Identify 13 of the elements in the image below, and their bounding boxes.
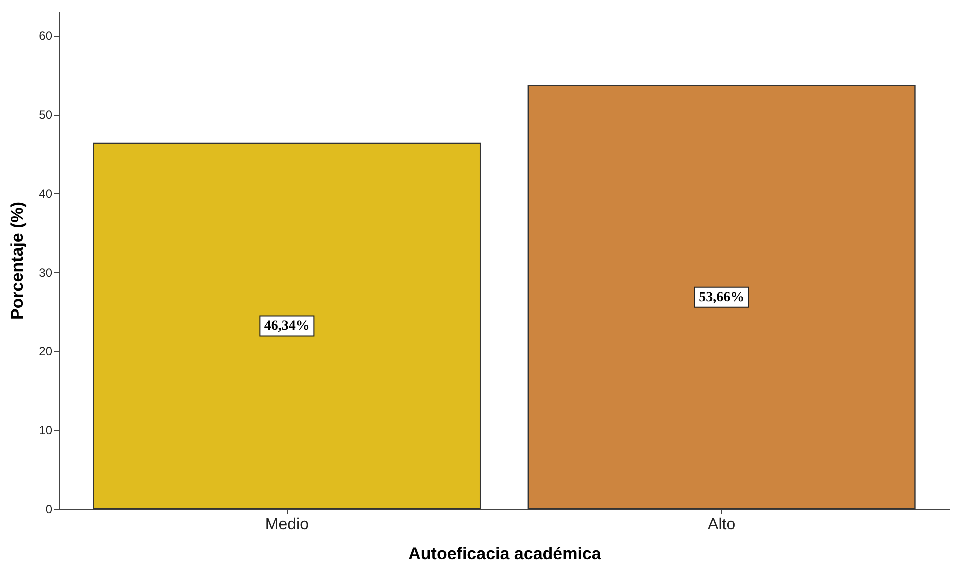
x-axis-title: Autoeficacia académica bbox=[408, 544, 602, 564]
y-tick-label: 20 bbox=[39, 344, 53, 359]
y-tick-label: 40 bbox=[39, 186, 53, 201]
x-tick-label: Alto bbox=[708, 516, 736, 534]
y-axis-title: Porcentaje (%) bbox=[8, 202, 28, 320]
y-tick-label: 30 bbox=[39, 266, 53, 280]
y-tick-label: 0 bbox=[46, 502, 53, 516]
data-label: 53,66% bbox=[699, 290, 745, 306]
y-tick-label: 60 bbox=[39, 29, 53, 44]
y-tick-label: 50 bbox=[39, 108, 53, 122]
data-label: 46,34% bbox=[264, 319, 310, 334]
x-tick-label: Medio bbox=[265, 516, 310, 534]
y-tick-label: 10 bbox=[39, 424, 53, 438]
